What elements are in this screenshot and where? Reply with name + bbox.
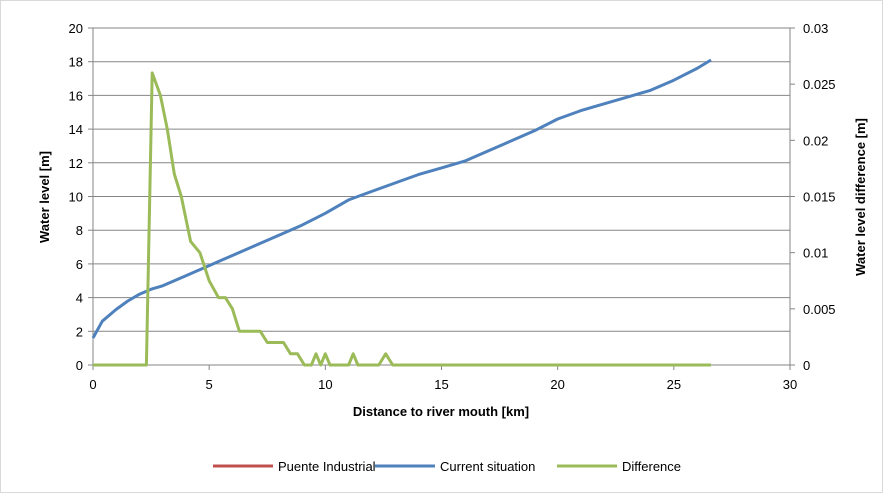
y-tick-label: 0: [76, 358, 83, 373]
series-line-difference: [93, 71, 711, 367]
y-tick-label: 2: [76, 324, 83, 339]
legend: Puente Industrial Current situation Diff…: [213, 459, 681, 474]
x-tick-label: 15: [434, 377, 448, 392]
x-tick-label: 0: [89, 377, 96, 392]
legend-label-difference: Difference: [622, 459, 681, 474]
grid-lines: [93, 27, 790, 332]
y2-axis-title: Water level difference [m]: [853, 118, 868, 276]
plot-series: [91, 58, 712, 367]
y2-tick-label: 0: [803, 358, 810, 373]
x-tick-label: 20: [550, 377, 564, 392]
x-tick-label: 10: [318, 377, 332, 392]
y2-tick-label: 0.005: [803, 302, 836, 317]
x-axis-title: Distance to river mouth [km]: [353, 404, 529, 419]
x-tick-label: 30: [783, 377, 797, 392]
y2-tick-label: 0.01: [803, 246, 828, 261]
legend-label-puente-industrial: Puente Industrial: [278, 459, 376, 474]
x-tick-label: 25: [667, 377, 681, 392]
tick-labels: 0 2 4 6 8 10 12 14 16 18 20 0 0.005 0.01 0.015 0.02 0.02…: [69, 21, 836, 392]
y-tick-label: 20: [69, 21, 83, 36]
y-tick-label: 18: [69, 55, 83, 70]
y2-tick-label: 0.015: [803, 190, 836, 205]
y-tick-label: 8: [76, 223, 83, 238]
y-tick-label: 12: [69, 156, 83, 171]
series-line-current-situation: [91, 58, 712, 339]
y2-tick-label: 0.025: [803, 77, 836, 92]
x-tick-label: 5: [206, 377, 213, 392]
y2-tick-label: 0.03: [803, 21, 828, 36]
y-tick-label: 6: [76, 257, 83, 272]
axes: [88, 27, 795, 370]
legend-label-current-situation: Current situation: [440, 459, 535, 474]
y-tick-label: 10: [69, 190, 83, 205]
y-tick-label: 14: [69, 122, 83, 137]
y-tick-label: 16: [69, 88, 83, 103]
y2-tick-label: 0.02: [803, 133, 828, 148]
y-axis-title: Water level [m]: [37, 151, 52, 243]
y-tick-label: 4: [76, 291, 83, 306]
